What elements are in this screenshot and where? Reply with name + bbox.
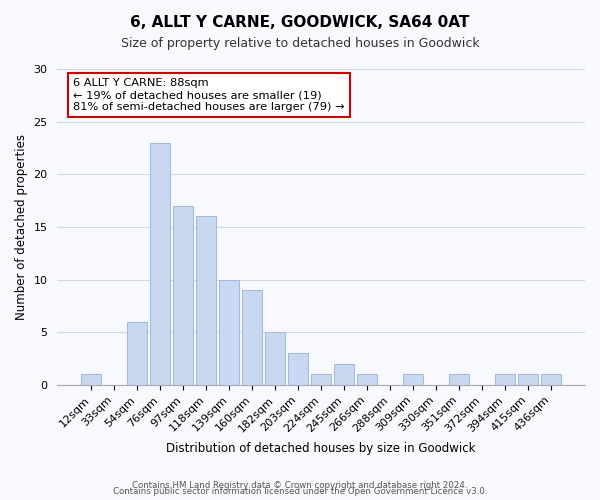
- Bar: [220, 280, 239, 385]
- Bar: [496, 374, 515, 385]
- Bar: [518, 374, 538, 385]
- X-axis label: Distribution of detached houses by size in Goodwick: Distribution of detached houses by size …: [166, 442, 476, 455]
- Text: 6, ALLT Y CARNE, GOODWICK, SA64 0AT: 6, ALLT Y CARNE, GOODWICK, SA64 0AT: [130, 15, 470, 30]
- Text: Size of property relative to detached houses in Goodwick: Size of property relative to detached ho…: [121, 38, 479, 51]
- Bar: [196, 216, 216, 385]
- Bar: [449, 374, 469, 385]
- Bar: [541, 374, 561, 385]
- Text: 6 ALLT Y CARNE: 88sqm
← 19% of detached houses are smaller (19)
81% of semi-deta: 6 ALLT Y CARNE: 88sqm ← 19% of detached …: [73, 78, 345, 112]
- Bar: [358, 374, 377, 385]
- Bar: [82, 374, 101, 385]
- Bar: [242, 290, 262, 385]
- Text: Contains HM Land Registry data © Crown copyright and database right 2024.: Contains HM Land Registry data © Crown c…: [132, 481, 468, 490]
- Y-axis label: Number of detached properties: Number of detached properties: [15, 134, 28, 320]
- Bar: [151, 142, 170, 385]
- Bar: [173, 206, 193, 385]
- Bar: [127, 322, 147, 385]
- Text: Contains public sector information licensed under the Open Government Licence v3: Contains public sector information licen…: [113, 488, 487, 496]
- Bar: [289, 354, 308, 385]
- Bar: [311, 374, 331, 385]
- Bar: [403, 374, 423, 385]
- Bar: [334, 364, 354, 385]
- Bar: [265, 332, 285, 385]
